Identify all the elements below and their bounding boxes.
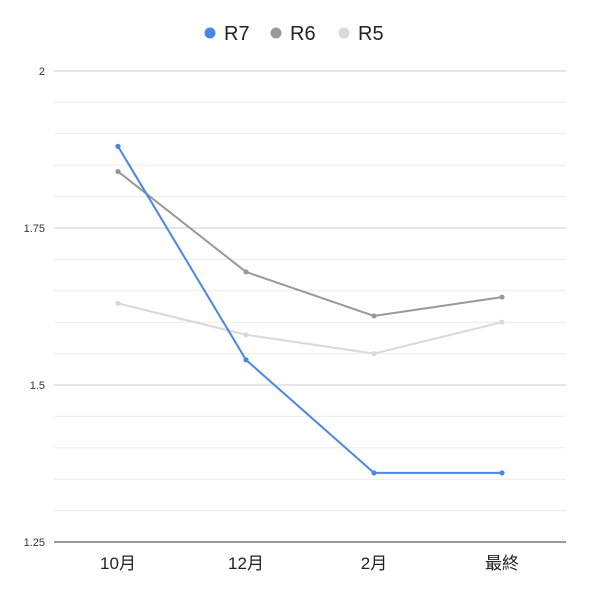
data-point-r7[interactable] [371, 470, 377, 476]
x-tick-label: 最終 [485, 554, 519, 573]
legend-label: R7 [224, 23, 250, 45]
data-point-r5[interactable] [371, 351, 377, 357]
data-point-r5[interactable] [115, 300, 121, 306]
data-point-r6[interactable] [243, 269, 249, 275]
legend-marker [204, 27, 216, 39]
series-line-r5 [117, 302, 503, 355]
y-tick-label: 1.25 [24, 537, 45, 549]
legend-label: R6 [290, 23, 316, 45]
legend-marker [338, 27, 350, 39]
x-tick-label: 10月 [100, 554, 136, 573]
series-line-r6 [117, 170, 503, 317]
y-tick-label: 2 [39, 66, 45, 78]
legend[interactable]: R7 R6 R5 [204, 23, 384, 45]
data-point-r7[interactable] [243, 357, 249, 363]
data-point-r5[interactable] [243, 332, 249, 338]
x-tick-label: 2月 [361, 554, 387, 573]
legend-item-r7[interactable]: R7 [204, 23, 250, 45]
series-line-r7 [117, 145, 503, 474]
gridlines [54, 70, 566, 543]
x-axis: 10月 12月 2月 最終 [100, 554, 519, 573]
data-point-r5[interactable] [499, 319, 505, 325]
x-tick-label: 12月 [228, 554, 264, 573]
legend-item-r6[interactable]: R6 [270, 23, 316, 45]
y-tick-label: 1.5 [30, 380, 45, 392]
data-point-r7[interactable] [115, 143, 121, 149]
data-point-r6[interactable] [371, 313, 377, 319]
series-lines [115, 143, 505, 476]
data-point-r6[interactable] [115, 168, 121, 175]
legend-marker [270, 27, 282, 39]
y-axis: 1.25 1.5 1.75 2 [24, 66, 45, 549]
data-point-r7[interactable] [499, 470, 505, 476]
y-tick-label: 1.75 [24, 223, 45, 235]
legend-item-r5[interactable]: R5 [338, 23, 384, 45]
legend-label: R5 [358, 23, 384, 45]
data-point-r6[interactable] [499, 294, 505, 300]
